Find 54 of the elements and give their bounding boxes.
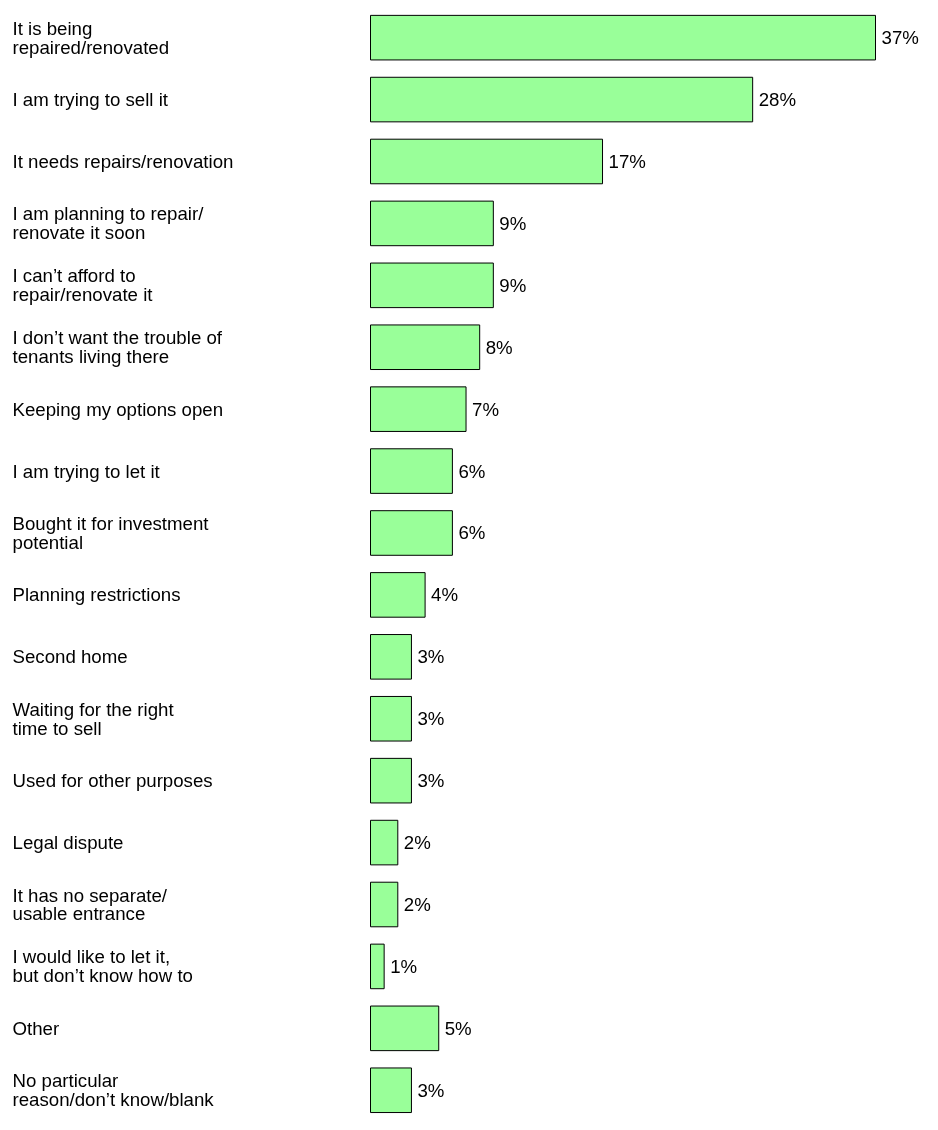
y-tick-label: Planning restrictions bbox=[12, 584, 181, 606]
bar bbox=[370, 695, 412, 742]
y-tick-label: It is being repaired/renovated bbox=[12, 17, 170, 58]
bar bbox=[370, 200, 494, 247]
y-tick-label: Keeping my options open bbox=[12, 398, 224, 420]
bar bbox=[370, 386, 467, 432]
y-tick-label: It has no separate/ usable entrance bbox=[12, 884, 168, 925]
data-label: 2% bbox=[403, 832, 431, 854]
bar bbox=[370, 1067, 412, 1114]
bar bbox=[370, 881, 399, 928]
data-label: 3% bbox=[417, 646, 445, 668]
data-label: 3% bbox=[417, 1079, 445, 1101]
data-label: 5% bbox=[444, 1017, 472, 1039]
data-label: 6% bbox=[458, 522, 486, 544]
bar bbox=[370, 572, 426, 618]
y-tick-label: Waiting for the right time to sell bbox=[12, 698, 175, 739]
data-label: 3% bbox=[417, 708, 445, 730]
data-label: 8% bbox=[485, 336, 513, 358]
bar bbox=[370, 510, 453, 556]
data-label: 9% bbox=[499, 274, 527, 296]
y-tick-label: Second home bbox=[12, 646, 128, 668]
bar bbox=[370, 819, 399, 866]
y-tick-label: Bought it for investment potential bbox=[12, 513, 210, 553]
y-tick-label: No particular reason/don’t know/blank bbox=[12, 1070, 215, 1111]
bar bbox=[370, 448, 453, 494]
y-tick-label: I am trying to sell it bbox=[12, 89, 169, 111]
data-label: 4% bbox=[431, 584, 459, 606]
bar bbox=[370, 757, 412, 804]
y-tick-label: Used for other purposes bbox=[12, 770, 213, 792]
bar bbox=[370, 1005, 440, 1052]
data-label: 6% bbox=[458, 460, 486, 482]
data-label: 37% bbox=[881, 27, 919, 49]
data-label: 28% bbox=[758, 89, 797, 111]
bar bbox=[370, 76, 754, 123]
data-label: 9% bbox=[499, 212, 527, 234]
y-tick-label: Other bbox=[12, 1017, 60, 1039]
y-tick-label: I am trying to let it bbox=[12, 460, 161, 482]
y-tick-label: I would like to let it, but don’t know how to bbox=[12, 946, 193, 987]
bar bbox=[370, 634, 412, 680]
data-label: 7% bbox=[472, 398, 500, 420]
y-tick-label: I can’t afford to repair/renovate it bbox=[12, 265, 154, 306]
data-label: 3% bbox=[417, 770, 445, 792]
y-tick-label: I don’t want the trouble of tenants living there bbox=[12, 327, 223, 368]
y-tick-label: Legal dispute bbox=[12, 832, 124, 854]
bar bbox=[370, 138, 604, 185]
bar bbox=[370, 14, 876, 61]
bar bbox=[370, 262, 494, 309]
data-label: 17% bbox=[608, 150, 646, 172]
y-tick-label: It needs repairs/renovation bbox=[12, 150, 234, 172]
data-label: 2% bbox=[403, 894, 431, 915]
bar bbox=[370, 324, 481, 371]
bar bbox=[370, 943, 385, 990]
data-label: 1% bbox=[390, 955, 418, 977]
y-tick-label: I am planning to repair/ renovate it soon bbox=[12, 203, 205, 244]
